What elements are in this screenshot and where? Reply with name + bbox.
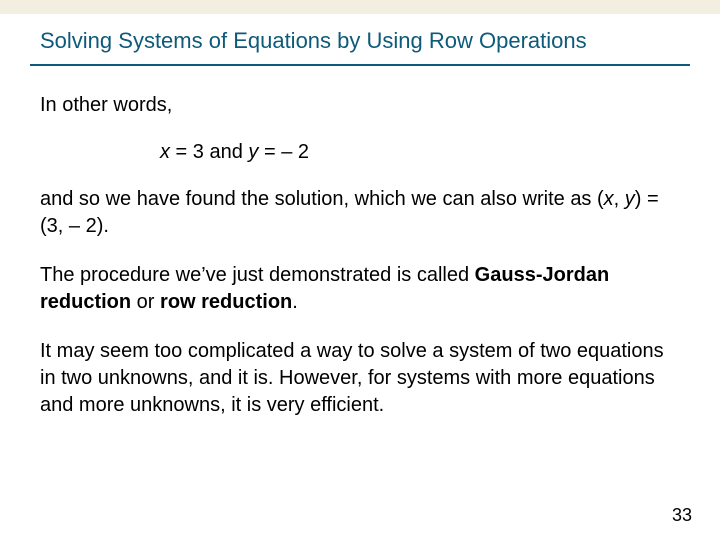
equation-line: x = 3 and y = – 2	[40, 141, 680, 164]
p3-text-end: .	[292, 291, 298, 313]
eq-text-2: = – 2	[258, 141, 309, 163]
p2-var-y: y	[625, 188, 635, 210]
top-accent-bar	[0, 0, 720, 14]
procedure-paragraph: The procedure we’ve just demonstrated is…	[40, 262, 680, 316]
title-region: Solving Systems of Equations by Using Ro…	[0, 14, 720, 60]
p2-var-x: x	[604, 188, 614, 210]
p2-text-a: and so we have found the solution, which…	[40, 188, 604, 210]
solution-paragraph: and so we have found the solution, which…	[40, 186, 680, 240]
page-number: 33	[672, 505, 692, 526]
closing-paragraph: It may seem too complicated a way to sol…	[40, 338, 680, 419]
var-y: y	[248, 141, 258, 163]
eq-text-1: = 3 and	[170, 141, 248, 163]
body-content: In other words, x = 3 and y = – 2 and so…	[0, 66, 720, 419]
p3-text-mid: or	[131, 291, 160, 313]
p2-text-b: ,	[614, 188, 625, 210]
p3-text-a: The procedure we’ve just demonstrated is…	[40, 264, 475, 286]
var-x: x	[160, 141, 170, 163]
term-row-reduction: row reduction	[160, 291, 292, 313]
intro-text: In other words,	[40, 92, 680, 119]
slide-title: Solving Systems of Equations by Using Ro…	[40, 28, 690, 54]
